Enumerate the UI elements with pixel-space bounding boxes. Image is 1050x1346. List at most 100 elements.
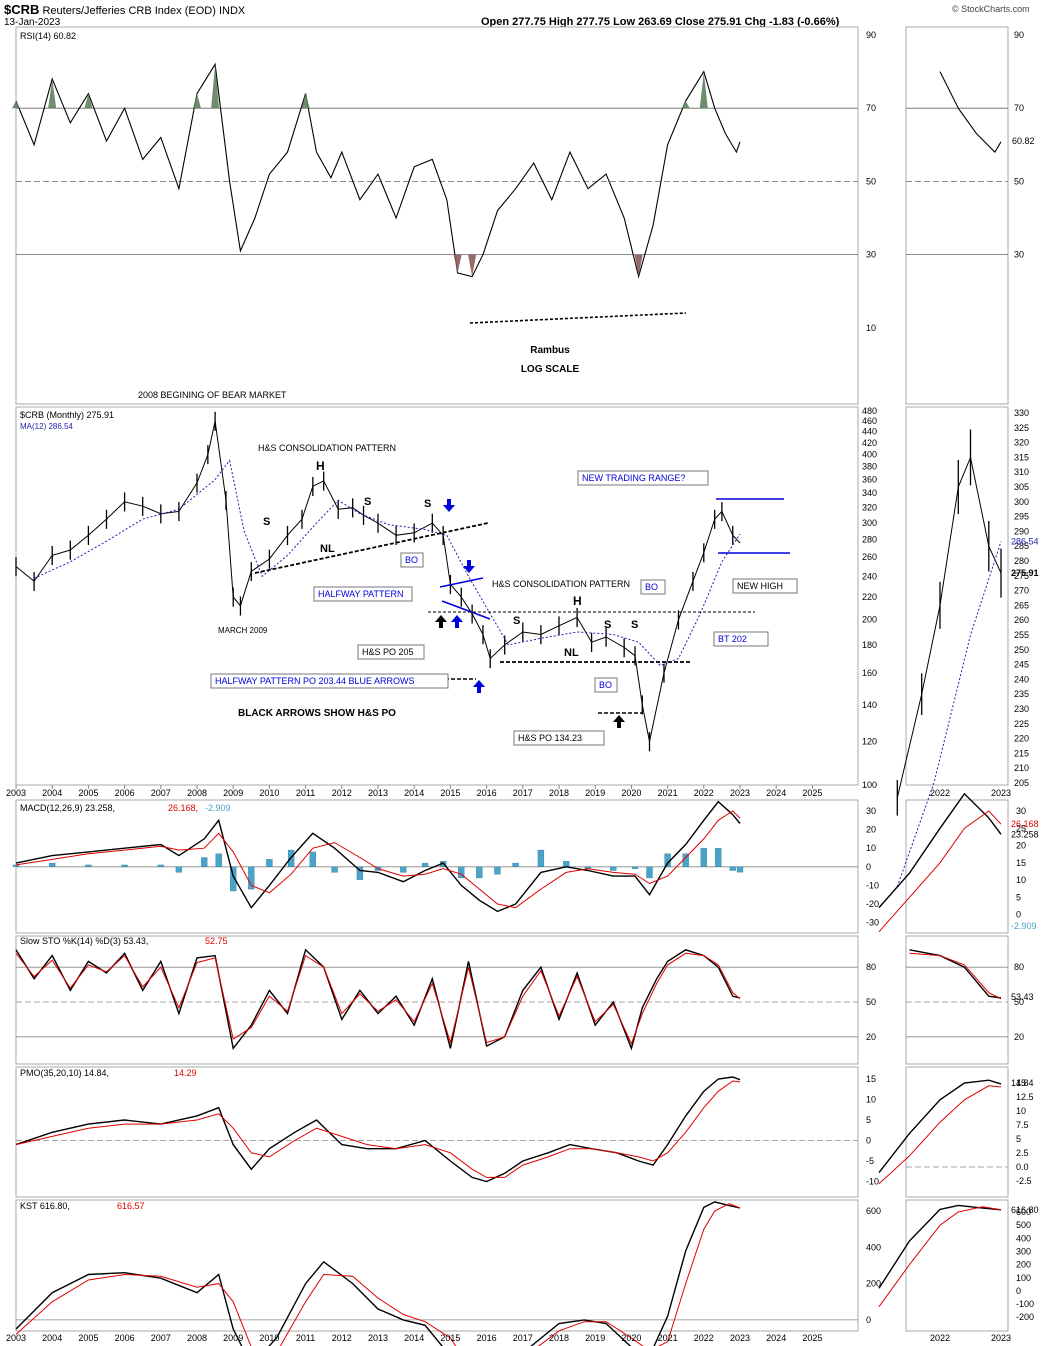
x-label-bottom-2025: 2025: [802, 1333, 822, 1343]
kst-zoom-tick-0: 0: [1016, 1286, 1021, 1296]
ann-new-range: NEW TRADING RANGE?: [582, 473, 685, 483]
ann-halfway: HALFWAY PATTERN: [318, 589, 404, 599]
x-label-bottom-2010: 2010: [259, 1333, 279, 1343]
price-zoom-tick-325: 325: [1014, 423, 1029, 433]
sto-last-badge: 53.43: [1011, 992, 1034, 1002]
macd-hist-bar-33: [729, 866, 736, 871]
x-label-bottom-2013: 2013: [368, 1333, 388, 1343]
price-tick-360: 360: [862, 475, 877, 485]
macd-hist-bar-2: [85, 864, 92, 867]
kst-zoom-tick-300: 300: [1016, 1246, 1031, 1256]
pmo-tick-5: 5: [866, 1115, 871, 1125]
price-tick-440: 440: [862, 427, 877, 437]
x-label-bottom-2024: 2024: [766, 1333, 786, 1343]
sto-zoom-tick-80: 80: [1014, 962, 1024, 972]
macd-last-badge: 23.258: [1011, 829, 1039, 839]
ann-bt202: BT 202: [718, 634, 747, 644]
rsi-oversold-fill-28: [468, 254, 477, 277]
macd-hist-bar-22: [512, 862, 519, 867]
macd-zoom-tick-10: 10: [1016, 875, 1026, 885]
macd-zoom-tick-0: 0: [1016, 910, 1021, 920]
x-label-mid-2011: 2011: [296, 788, 315, 798]
x-label-mid-2022: 2022: [694, 788, 714, 798]
price-tick-100: 100: [862, 780, 877, 790]
ann-bo3-box: [640, 579, 666, 595]
pmo-zoom-tick-5: 5: [1016, 1134, 1021, 1144]
rsi-title: RSI(14) 60.82: [20, 31, 76, 41]
pmo-zoom-signal: [878, 1085, 1002, 1185]
panel-frame-main-1: [15, 406, 859, 786]
symbol: $CRB: [4, 2, 40, 17]
pmo-zoom-line: [878, 1079, 1002, 1174]
macd-hist-bar-6: [201, 857, 208, 867]
pmo-signal-line: [15, 1080, 741, 1178]
pmo-zoom-tick-2.5: 2.5: [1016, 1148, 1029, 1158]
rsi-zoom-tick-50: 50: [1014, 176, 1024, 186]
price-tick-200: 200: [862, 615, 877, 625]
rsi-tick-30: 30: [866, 250, 876, 260]
price-zoom-tick-320: 320: [1014, 438, 1029, 448]
macd-zoom-tick-20: 20: [1016, 841, 1026, 851]
date-label: 13-Jan-2023: [4, 17, 61, 28]
macd-hist-bar-8: [230, 866, 237, 892]
x-label-mid-2020: 2020: [621, 788, 641, 798]
kst-zoom-tick-500: 500: [1016, 1220, 1031, 1230]
black-arrow-2: [613, 715, 625, 728]
price-zoom-tick-250: 250: [1014, 645, 1029, 655]
rsi-overbought-fill-10: [193, 93, 201, 109]
macd-zoom-line: [878, 792, 1002, 909]
kst-zoom-line: [878, 1204, 1002, 1289]
ann-black-arrows: BLACK ARROWS SHOW H&S PO: [238, 708, 396, 719]
price-line: [15, 420, 741, 742]
macd-hist-bar-34: [736, 866, 744, 873]
macd-title: MACD(12,26,9) 23.258,: [20, 803, 115, 813]
zoom-x-label-bottom-2022: 2022: [930, 1333, 950, 1343]
price-title: $CRB (Monthly) 275.91: [20, 410, 114, 420]
price-zoom-tick-235: 235: [1014, 689, 1029, 699]
sto-tick-20: 20: [866, 1032, 876, 1042]
rsi-overbought-fill-41: [681, 100, 690, 109]
x-label-mid-2016: 2016: [477, 788, 497, 798]
ann-h2: H: [573, 594, 582, 608]
x-label-bottom-2021: 2021: [658, 1333, 678, 1343]
kst-zoom-tick--200: -200: [1016, 1312, 1034, 1322]
kst-signal-line: [15, 1203, 741, 1346]
price-zoom-tick-285: 285: [1014, 541, 1029, 551]
macd-hist-bar-31: [700, 848, 707, 867]
macd-hist-bar-27: [631, 866, 639, 869]
rsi-overbought-fill-42: [699, 71, 708, 109]
macd-signal-line: [15, 810, 741, 909]
rsi-zoom-tick-30: 30: [1014, 250, 1024, 260]
ann-s6: S: [631, 619, 638, 631]
kst-title: KST 616.80,: [20, 1201, 70, 1211]
price-tick-160: 160: [862, 668, 877, 678]
index-name: Reuters/Jefferies CRB Index (EOD): [42, 5, 216, 17]
rsi-tick-70: 70: [866, 103, 876, 113]
ann-hs-mid: H&S CONSOLIDATION PATTERN: [492, 579, 630, 589]
price-zoom-tick-290: 290: [1014, 526, 1029, 536]
macd-hist-bar-23: [537, 849, 545, 867]
sto-zoom-tick-50: 50: [1014, 997, 1024, 1007]
pmo-tick-15: 15: [866, 1074, 876, 1084]
x-label-mid-2024: 2024: [766, 788, 786, 798]
x-label-mid-2010: 2010: [259, 788, 279, 798]
x-label-bottom-2008: 2008: [187, 1333, 207, 1343]
rsi-tick-50: 50: [866, 176, 876, 186]
rsi-overbought-fill-4: [84, 93, 93, 109]
price-tick-120: 120: [862, 737, 877, 747]
ann-march2009: MARCH 2009: [218, 626, 268, 635]
rsi-oversold-fill-27: [453, 254, 462, 273]
sto-zoom-tick-20: 20: [1014, 1032, 1024, 1042]
pmo-signal-title: 14.29: [174, 1068, 197, 1078]
price-zoom-tick-310: 310: [1014, 467, 1029, 477]
x-label-mid-2014: 2014: [404, 788, 424, 798]
pmo-tick-10: 10: [866, 1095, 876, 1105]
halfway-bottom: [441, 600, 491, 620]
stockcharts-credit: © StockCharts.com: [952, 4, 1030, 14]
macd-tick-20: 20: [866, 825, 876, 835]
x-label-bottom-2022: 2022: [694, 1333, 714, 1343]
macd-hist-bar-21: [494, 866, 501, 875]
macd-hist-bar-14: [356, 866, 364, 880]
macd-tick--10: -10: [866, 880, 879, 890]
